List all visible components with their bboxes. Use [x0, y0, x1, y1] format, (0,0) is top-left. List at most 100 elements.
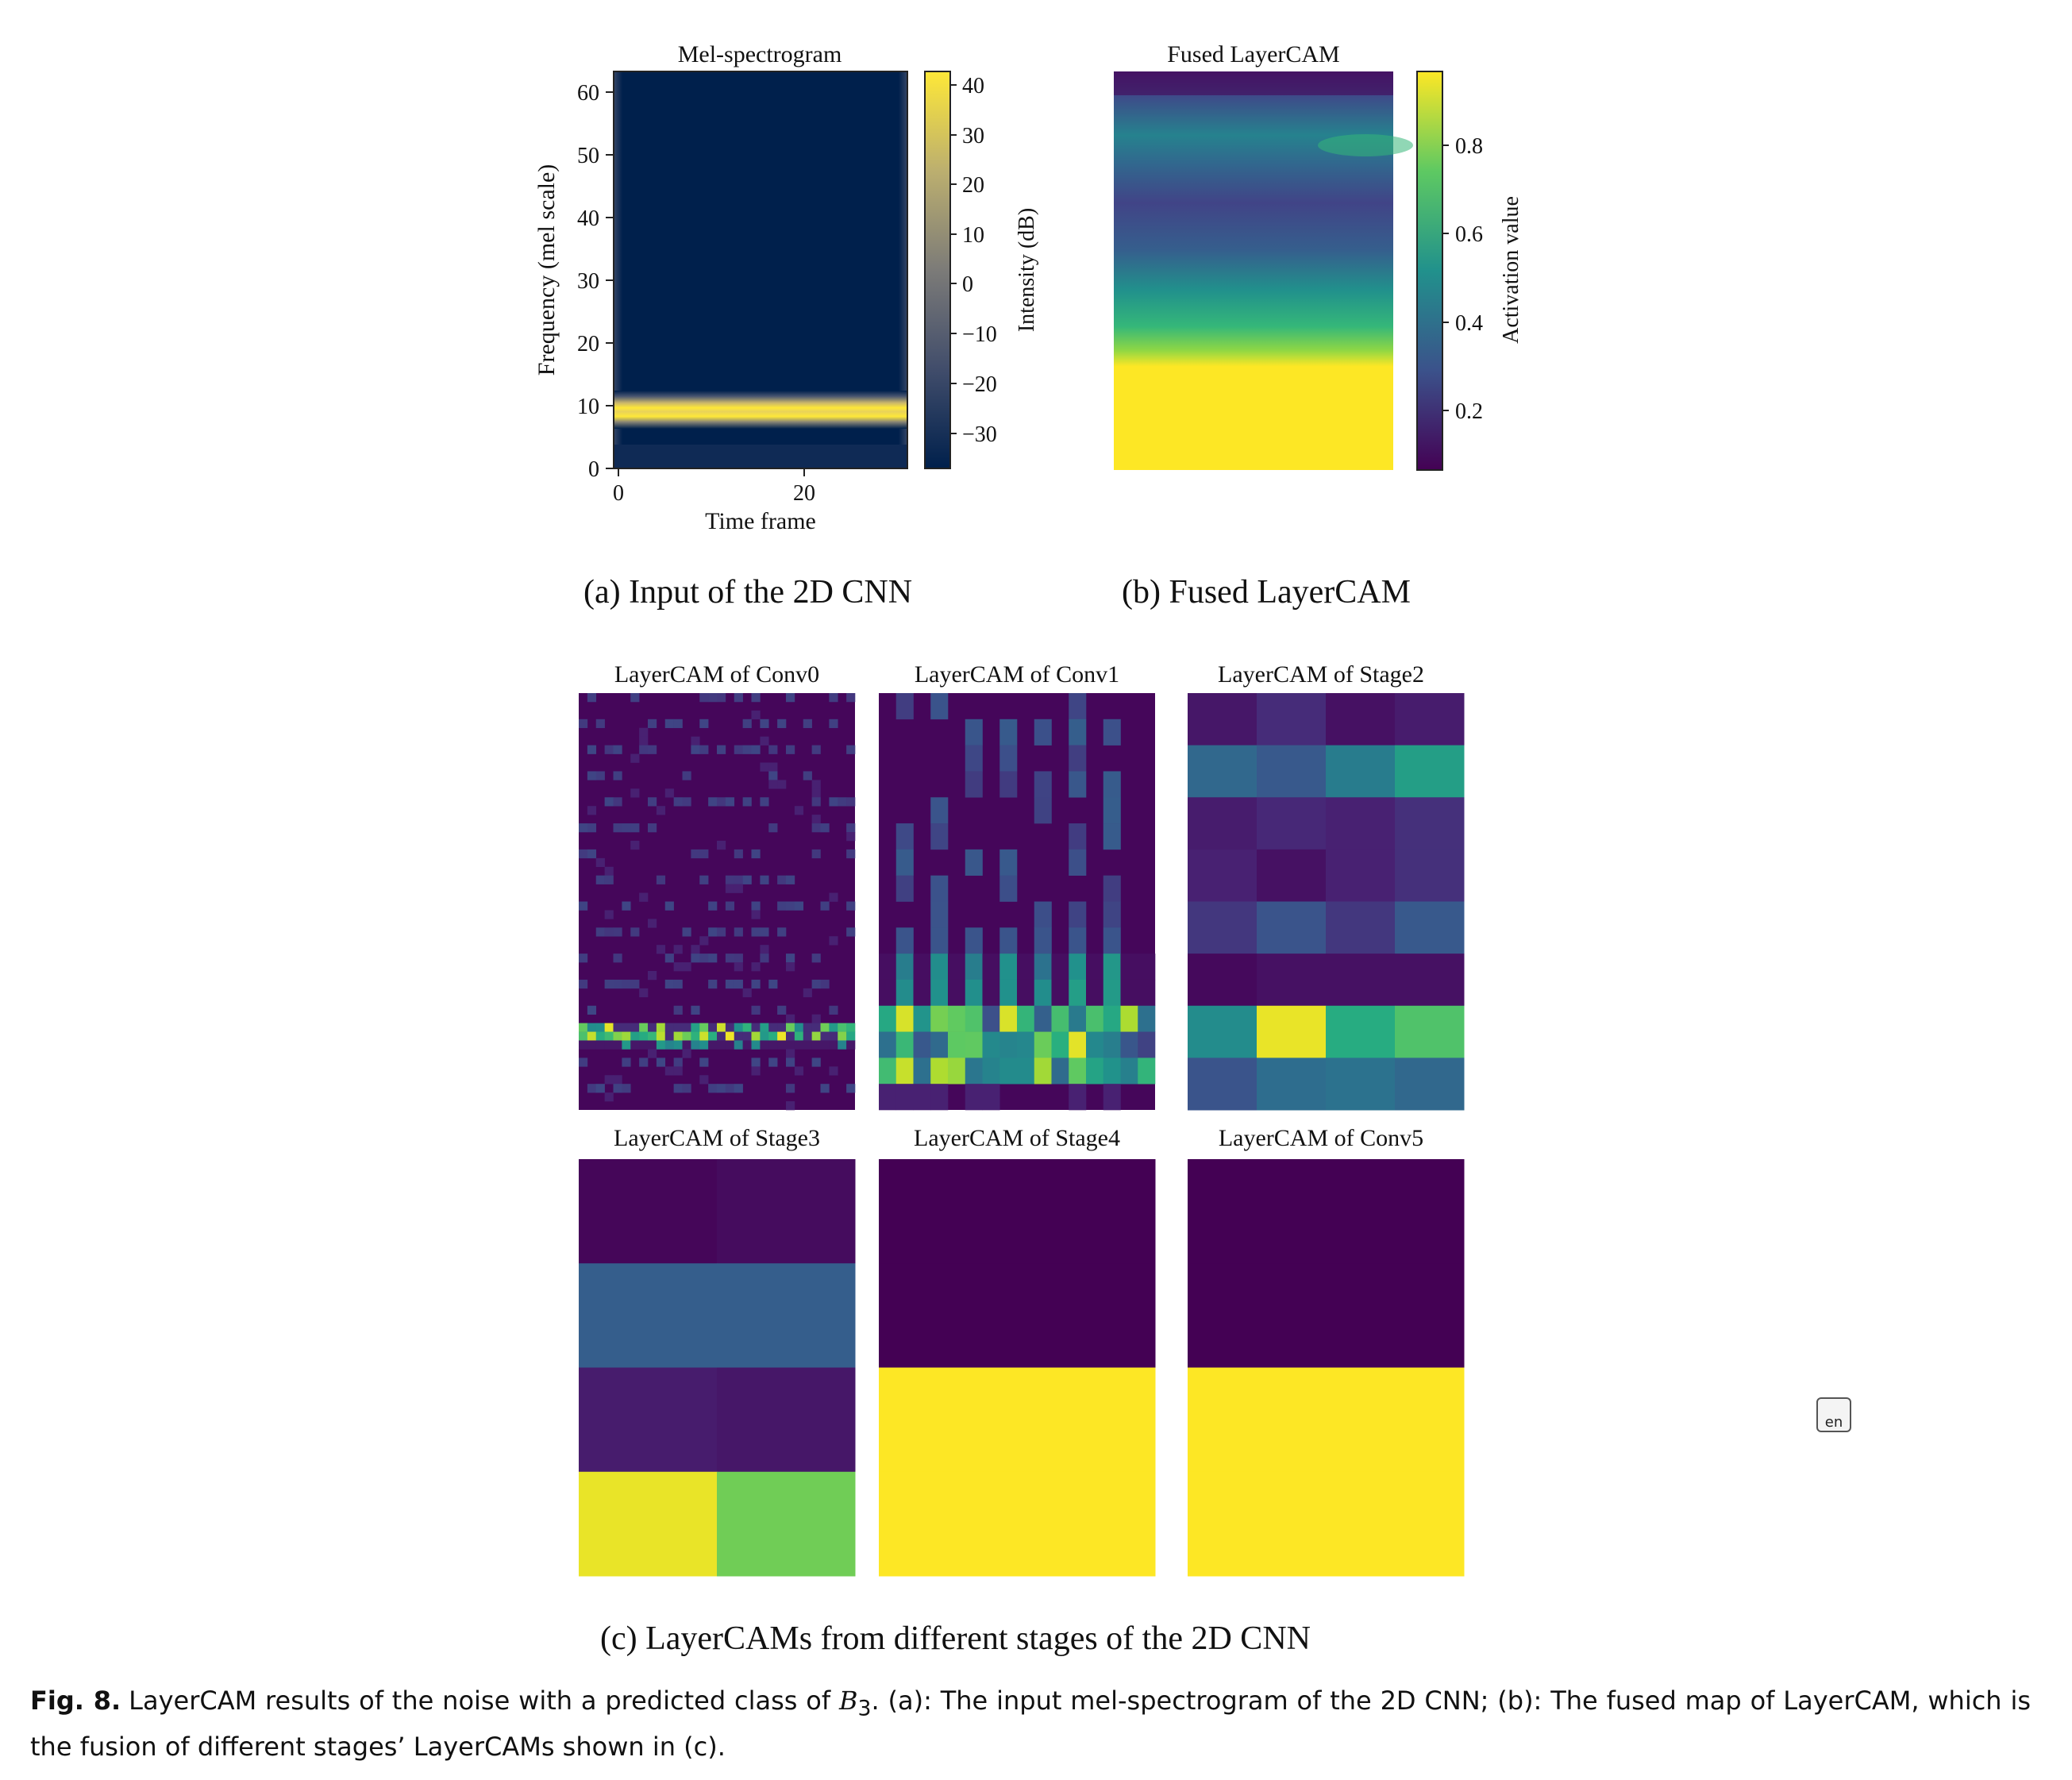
- subcaption-a: (a) Input of the 2D CNN: [583, 574, 913, 611]
- conv0-cell: [595, 1084, 605, 1093]
- conv1-cell: [1034, 719, 1052, 746]
- conv0-cell: [751, 1040, 761, 1050]
- conv0-cell: [811, 979, 821, 989]
- mel-cbar-tick-0: 0: [962, 272, 973, 297]
- conv1-cell: [999, 1005, 1018, 1032]
- conv0-cell: [829, 719, 838, 729]
- conv0-cell: [656, 1058, 666, 1067]
- conv5-cell: [1188, 1367, 1465, 1473]
- conv1-cell: [1069, 1031, 1087, 1058]
- conv0-cell: [664, 1066, 674, 1076]
- conv0-cell: [613, 1023, 622, 1032]
- conv0-cell: [691, 1040, 700, 1050]
- conv0-cell: [673, 1023, 683, 1032]
- conv0-cell: [811, 780, 821, 789]
- conv0-cell: [803, 719, 812, 729]
- stage3-cell: [579, 1367, 718, 1473]
- conv1-cell: [965, 954, 983, 981]
- conv0-cell: [820, 823, 830, 833]
- conv0-cell: [794, 806, 804, 815]
- mel-cbar-tick-minus30: −30: [962, 422, 997, 447]
- conv0-cell: [673, 1058, 683, 1067]
- conv0-cell: [587, 849, 597, 859]
- conv0-cell: [622, 1084, 631, 1093]
- mel-ytick-20: 20: [577, 332, 599, 356]
- conv0-cell: [604, 1075, 614, 1085]
- conv0-cell: [838, 1040, 847, 1050]
- fused-cbar-tick-0-6: 0.6: [1455, 222, 1483, 247]
- conv0-cell: [595, 1031, 605, 1041]
- conv1-cell: [895, 1084, 914, 1111]
- conv0-cell: [717, 1040, 726, 1050]
- translate-icon[interactable]: en: [1816, 1397, 1851, 1432]
- conv0-cell: [829, 892, 838, 902]
- figure-caption: Fig. 8. LayerCAM results of the noise wit…: [30, 1682, 2031, 1766]
- conv0-cell: [682, 1040, 691, 1050]
- conv0-cell: [682, 1023, 691, 1032]
- conv1-cell: [965, 849, 983, 876]
- mel-spectrogram-panel: Mel-spectrogram 0 10 20 30 40 50 60 0 20: [533, 41, 1039, 534]
- stage2-cell: [1257, 1005, 1327, 1058]
- conv0-cell: [734, 1084, 743, 1093]
- conv0-cell: [639, 1031, 649, 1041]
- stage2-cell: [1395, 901, 1465, 954]
- conv0-cell: [648, 1040, 657, 1050]
- conv0-cell: [587, 1031, 597, 1041]
- stage3-cell: [717, 1159, 856, 1264]
- conv0-cell: [604, 927, 614, 937]
- conv0-cell: [587, 806, 597, 815]
- conv0-cell: [768, 762, 778, 772]
- stage2-cell: [1395, 1005, 1465, 1058]
- conv0-cell: [803, 1031, 812, 1041]
- conv0-cell: [579, 719, 588, 729]
- conv0-cell: [742, 988, 752, 998]
- conv1-cell: [1103, 1058, 1121, 1085]
- conv1-cell: [1017, 1005, 1035, 1032]
- conv0-cell: [846, 927, 856, 937]
- conv0-cell: [587, 1005, 597, 1015]
- stage2-cell: [1326, 849, 1396, 902]
- conv0-cell: [760, 1031, 769, 1041]
- conv0-cell: [656, 806, 666, 815]
- conv1-cell: [965, 1084, 983, 1111]
- conv0-cell: [648, 745, 657, 754]
- conv0-cell: [717, 1023, 726, 1032]
- conv0-cell: [751, 693, 761, 703]
- conv0-cell: [760, 719, 769, 729]
- conv0-cell: [760, 945, 769, 954]
- conv1-cell: [1017, 954, 1035, 981]
- conv0-cell: [751, 849, 761, 859]
- stage4-cell: [879, 1263, 1156, 1368]
- stage2-cell: [1188, 901, 1257, 954]
- conv0-cell: [699, 936, 709, 946]
- mel-colorbar-label: Intensity (dB): [1015, 208, 1039, 332]
- conv0-cell: [717, 1084, 726, 1093]
- conv0-cell: [648, 797, 657, 807]
- stage4-cell: [879, 1159, 1156, 1264]
- conv1-cell: [1034, 927, 1052, 954]
- conv1-cell: [1034, 1031, 1052, 1058]
- conv0-cell: [630, 1040, 640, 1050]
- mel-x-axis-label: Time frame: [705, 508, 816, 534]
- conv5-heatmap: [1188, 1159, 1465, 1577]
- conv1-cell: [999, 979, 1018, 1007]
- conv0-cell: [604, 910, 614, 919]
- conv0-cell: [604, 979, 614, 989]
- conv0-cell: [579, 1031, 588, 1041]
- stage2-cell: [1188, 1058, 1257, 1111]
- stage4-cell: [879, 1367, 1156, 1473]
- conv0-cell: [613, 1075, 622, 1085]
- conv0-cell: [699, 954, 709, 963]
- conv1-cell: [1069, 693, 1087, 720]
- caption-class-subscript: 3: [857, 1696, 872, 1721]
- conv1-cell: [965, 719, 983, 746]
- conv0-cell: [829, 797, 838, 807]
- conv1-cell: [913, 1031, 931, 1058]
- conv1-cell: [948, 1005, 966, 1032]
- conv0-cell: [595, 1040, 605, 1050]
- conv0-cell: [717, 745, 726, 754]
- conv0-cell: [725, 797, 735, 807]
- conv1-cell: [1103, 771, 1121, 798]
- conv0-cell: [751, 927, 761, 937]
- conv0-cell: [648, 823, 657, 833]
